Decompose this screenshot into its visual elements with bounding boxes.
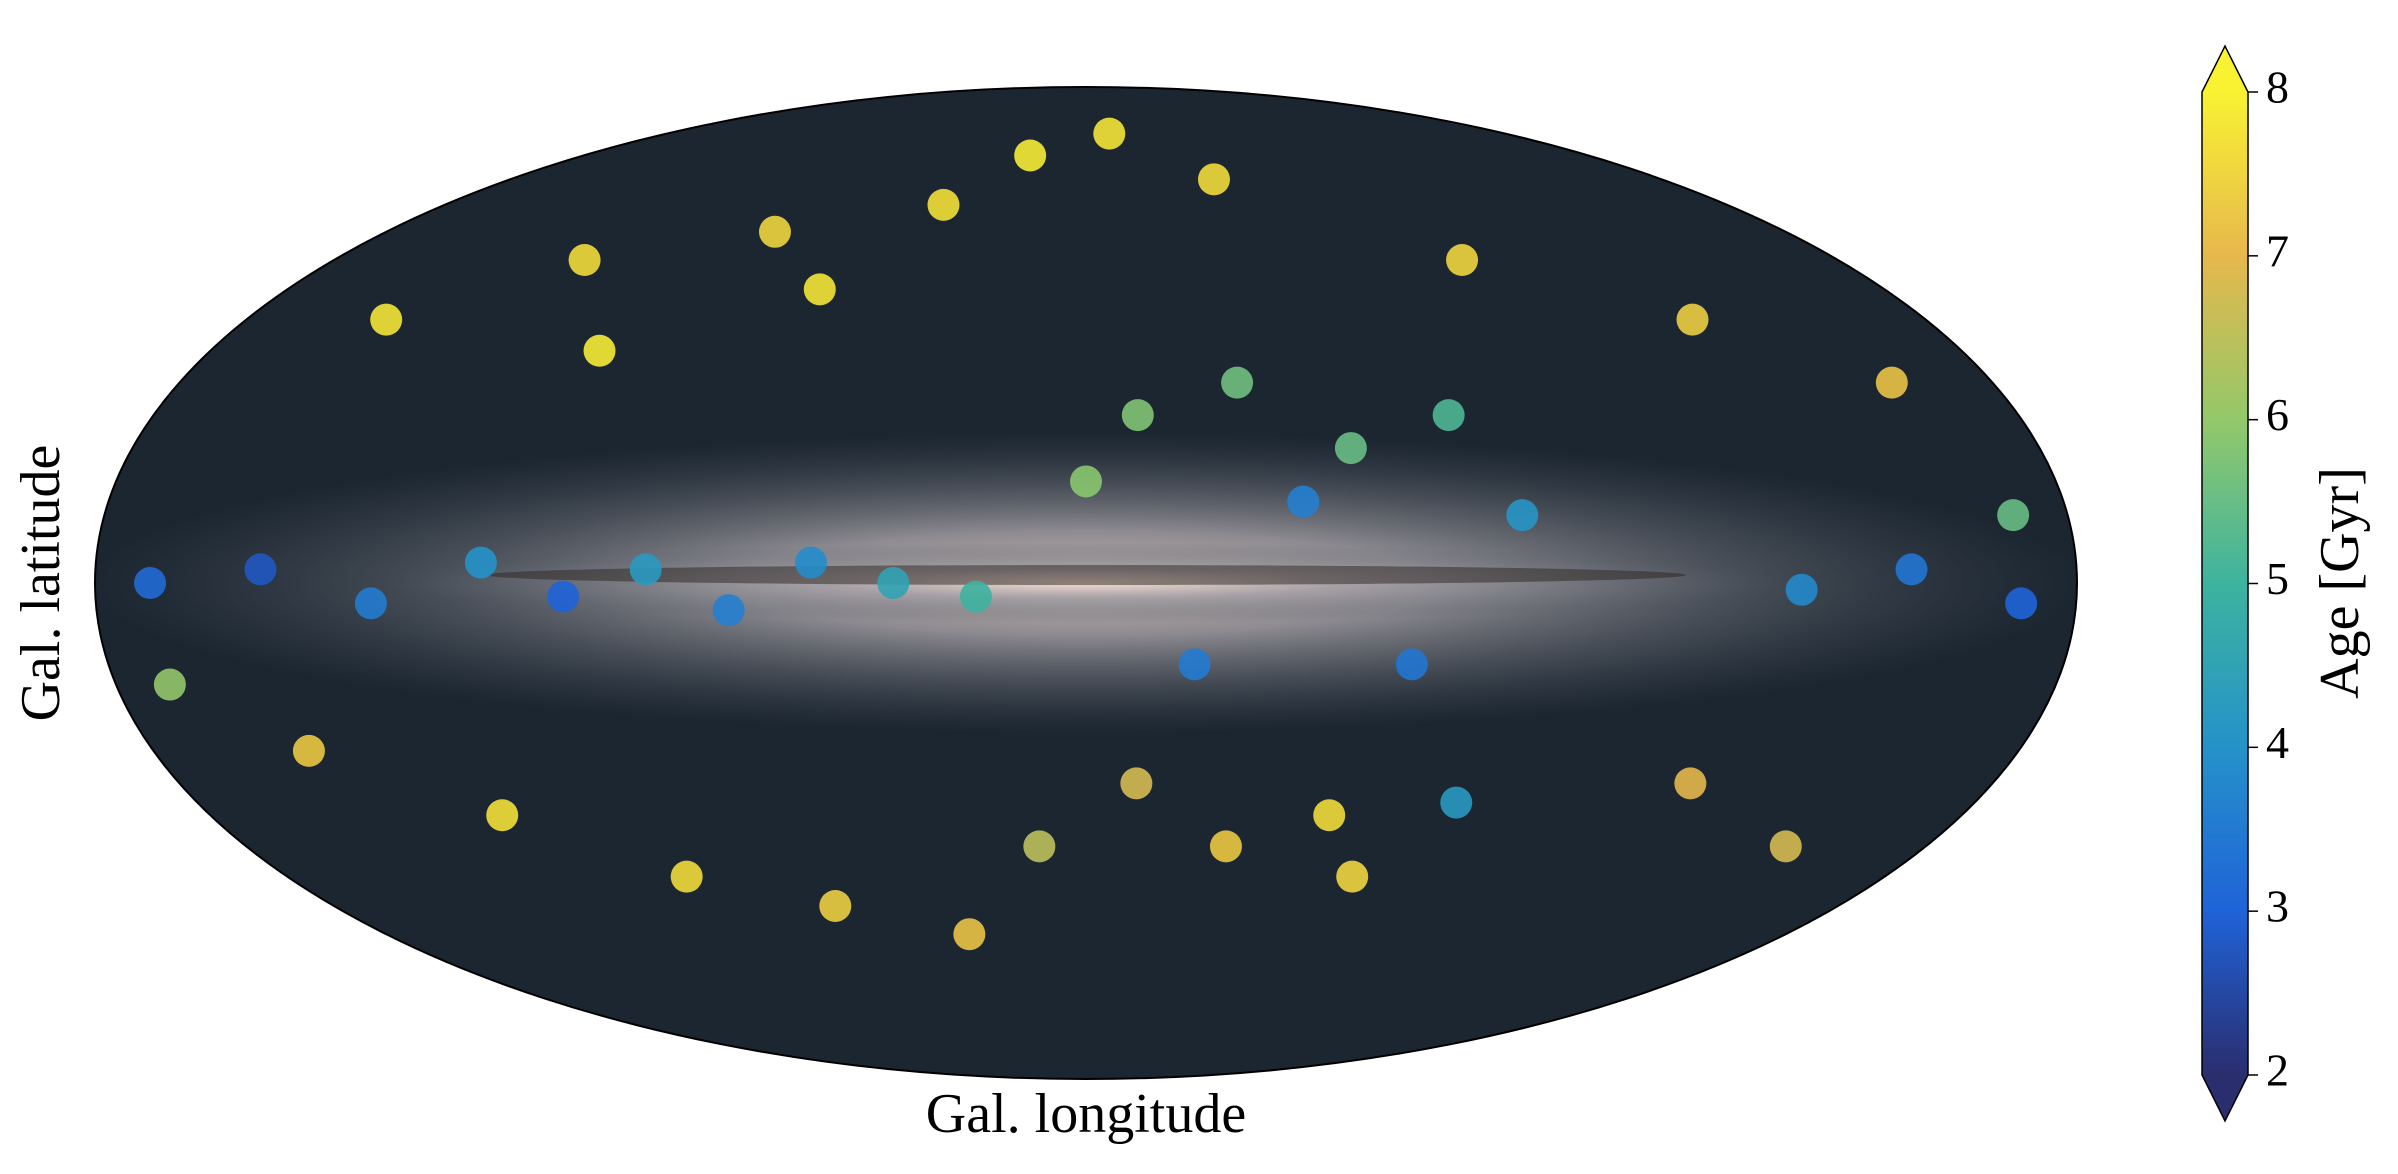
colorbar-tick-label: 7 bbox=[2266, 225, 2289, 276]
colorbar-tick-label: 2 bbox=[2266, 1045, 2289, 1096]
star-field bbox=[1446, 244, 1479, 277]
colorbar-extend-max bbox=[2202, 46, 2248, 92]
star-field bbox=[1023, 830, 1056, 863]
star-field bbox=[819, 889, 852, 922]
star-field bbox=[629, 553, 662, 586]
star-field bbox=[1336, 860, 1369, 893]
colorbar: 2 3 4 5 6 7 8 bbox=[2201, 44, 2289, 1123]
y-axis-label: Gal. latitude bbox=[10, 445, 72, 722]
star-field bbox=[486, 799, 519, 832]
colorbar-body bbox=[2202, 92, 2248, 1075]
star-field bbox=[1334, 432, 1367, 465]
star-field bbox=[1674, 767, 1707, 800]
star-field bbox=[758, 215, 791, 248]
star-field bbox=[1875, 366, 1908, 399]
star-field bbox=[1070, 465, 1102, 498]
star-field bbox=[568, 244, 601, 277]
colorbar-tick-label: 5 bbox=[2266, 553, 2289, 604]
star-field bbox=[134, 567, 167, 599]
star-field bbox=[583, 334, 616, 367]
star-field bbox=[1895, 553, 1928, 586]
star-field bbox=[1432, 399, 1465, 432]
star-field bbox=[794, 546, 827, 579]
star-field bbox=[1121, 399, 1154, 432]
star-field bbox=[670, 860, 703, 893]
star-field bbox=[1676, 303, 1709, 336]
colorbar-tick-label: 3 bbox=[2266, 881, 2289, 932]
colorbar-tick-label: 8 bbox=[2266, 62, 2289, 113]
star-field bbox=[1287, 485, 1320, 518]
star-field bbox=[1769, 830, 1802, 863]
star-field bbox=[370, 303, 403, 336]
star-field bbox=[292, 734, 325, 767]
star-field bbox=[959, 580, 992, 613]
star-field bbox=[547, 580, 580, 613]
star-field bbox=[1120, 767, 1153, 800]
colorbar-extend-min bbox=[2202, 1075, 2248, 1121]
colorbar-label: Age [Gyr] bbox=[2309, 467, 2371, 699]
star-field bbox=[712, 594, 745, 627]
star-field bbox=[1014, 139, 1047, 172]
star-field bbox=[1997, 499, 2030, 532]
star-field bbox=[1506, 499, 1539, 532]
star-field bbox=[1178, 648, 1211, 681]
star-field bbox=[877, 567, 910, 599]
star-field bbox=[803, 273, 836, 306]
star-field bbox=[1197, 163, 1230, 196]
star-field bbox=[1395, 648, 1428, 681]
star-field bbox=[354, 587, 387, 620]
star-field bbox=[244, 553, 277, 586]
star-field bbox=[153, 668, 186, 701]
points bbox=[134, 117, 2038, 951]
x-axis-label: Gal. longitude bbox=[926, 1083, 1246, 1145]
star-field bbox=[464, 546, 497, 579]
star-field bbox=[1093, 117, 1126, 150]
star-field bbox=[1313, 799, 1346, 832]
colorbar-tick-label: 6 bbox=[2266, 389, 2289, 440]
colorbar-tick-label: 4 bbox=[2266, 717, 2289, 768]
star-field bbox=[1440, 786, 1473, 819]
star-field bbox=[1785, 573, 1818, 606]
star-field bbox=[953, 918, 986, 951]
map-frame bbox=[94, 86, 2078, 1080]
star-field bbox=[2005, 587, 2038, 620]
star-field bbox=[927, 188, 960, 221]
star-field bbox=[1221, 366, 1254, 399]
star-field bbox=[1209, 830, 1242, 863]
